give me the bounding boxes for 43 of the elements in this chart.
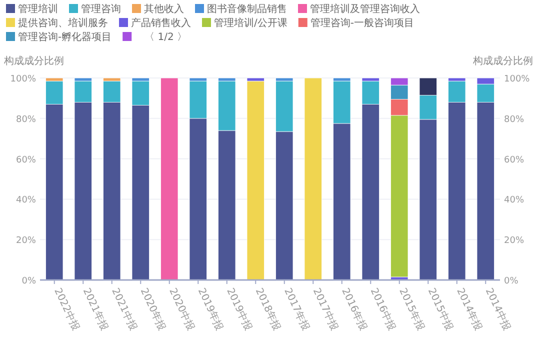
x-tick-label: 2019中报 xyxy=(224,286,254,332)
y-axis-title: 构成成分比例 xyxy=(3,55,64,67)
x-tick-label: 2020年报 xyxy=(138,286,168,332)
x-tick-label: 2021中报 xyxy=(109,286,140,332)
legend-label: 管理咨询-孵化器项目 xyxy=(18,31,112,43)
legend-label: 提供咨询、培训服务 xyxy=(18,17,108,29)
y-tick-label: 0% xyxy=(22,276,36,286)
legend-label: 管理培训/公开课 xyxy=(214,17,288,29)
y2-tick-label: 0% xyxy=(504,276,519,286)
y2-tick-label: 20% xyxy=(504,236,524,246)
x-tick-label: 2015年报 xyxy=(396,286,427,332)
legend-label: 图书音像制品销售 xyxy=(207,3,287,15)
text: 〈 1/2 〉 xyxy=(144,32,188,43)
x-tick-label: 2019年报 xyxy=(195,286,226,332)
x-tick-label: 2022中报 xyxy=(52,286,82,332)
y-tick-label: 20% xyxy=(16,236,36,246)
x-tick-label: 2014年报 xyxy=(454,286,484,332)
y2-tick-label: 80% xyxy=(504,114,524,125)
legend-label: 管理培训 xyxy=(18,3,58,15)
legend-label: 管理咨询-一般咨询项目 xyxy=(310,17,414,29)
x-tick-label: 2017年报 xyxy=(282,286,312,332)
y2-tick-label: 40% xyxy=(504,196,524,206)
y2-axis-title: 构成成分比例 xyxy=(472,55,533,67)
x-tick-label: 2017中报 xyxy=(310,286,340,332)
legend-label: 管理咨询 xyxy=(81,3,121,15)
y2-tick-label: 100% xyxy=(504,74,530,84)
x-tick-label: 2020中报 xyxy=(166,286,197,332)
bar xyxy=(304,78,322,280)
x-tick-label: 2016中报 xyxy=(368,286,398,332)
y-tick-label: 40% xyxy=(16,196,36,206)
legend-label: 管理培训及管理咨询收入 xyxy=(310,3,420,15)
x-tick-label: 2014中报 xyxy=(482,286,513,332)
legend-label: 其他收入 xyxy=(144,3,184,15)
x-tick-label: 2015中报 xyxy=(425,286,456,332)
bar xyxy=(246,80,264,280)
x-tick-label: 2016年报 xyxy=(339,286,370,332)
y-tick-label: 60% xyxy=(16,155,36,166)
x-tick-label: 2018年报 xyxy=(252,286,283,332)
legend-label: 产品销售收入 xyxy=(131,17,191,29)
x-tick-label: 2021年报 xyxy=(80,286,110,332)
y2-tick-label: 60% xyxy=(504,155,524,166)
y-tick-label: 80% xyxy=(16,114,36,125)
y-tick-label: 100% xyxy=(10,74,36,84)
